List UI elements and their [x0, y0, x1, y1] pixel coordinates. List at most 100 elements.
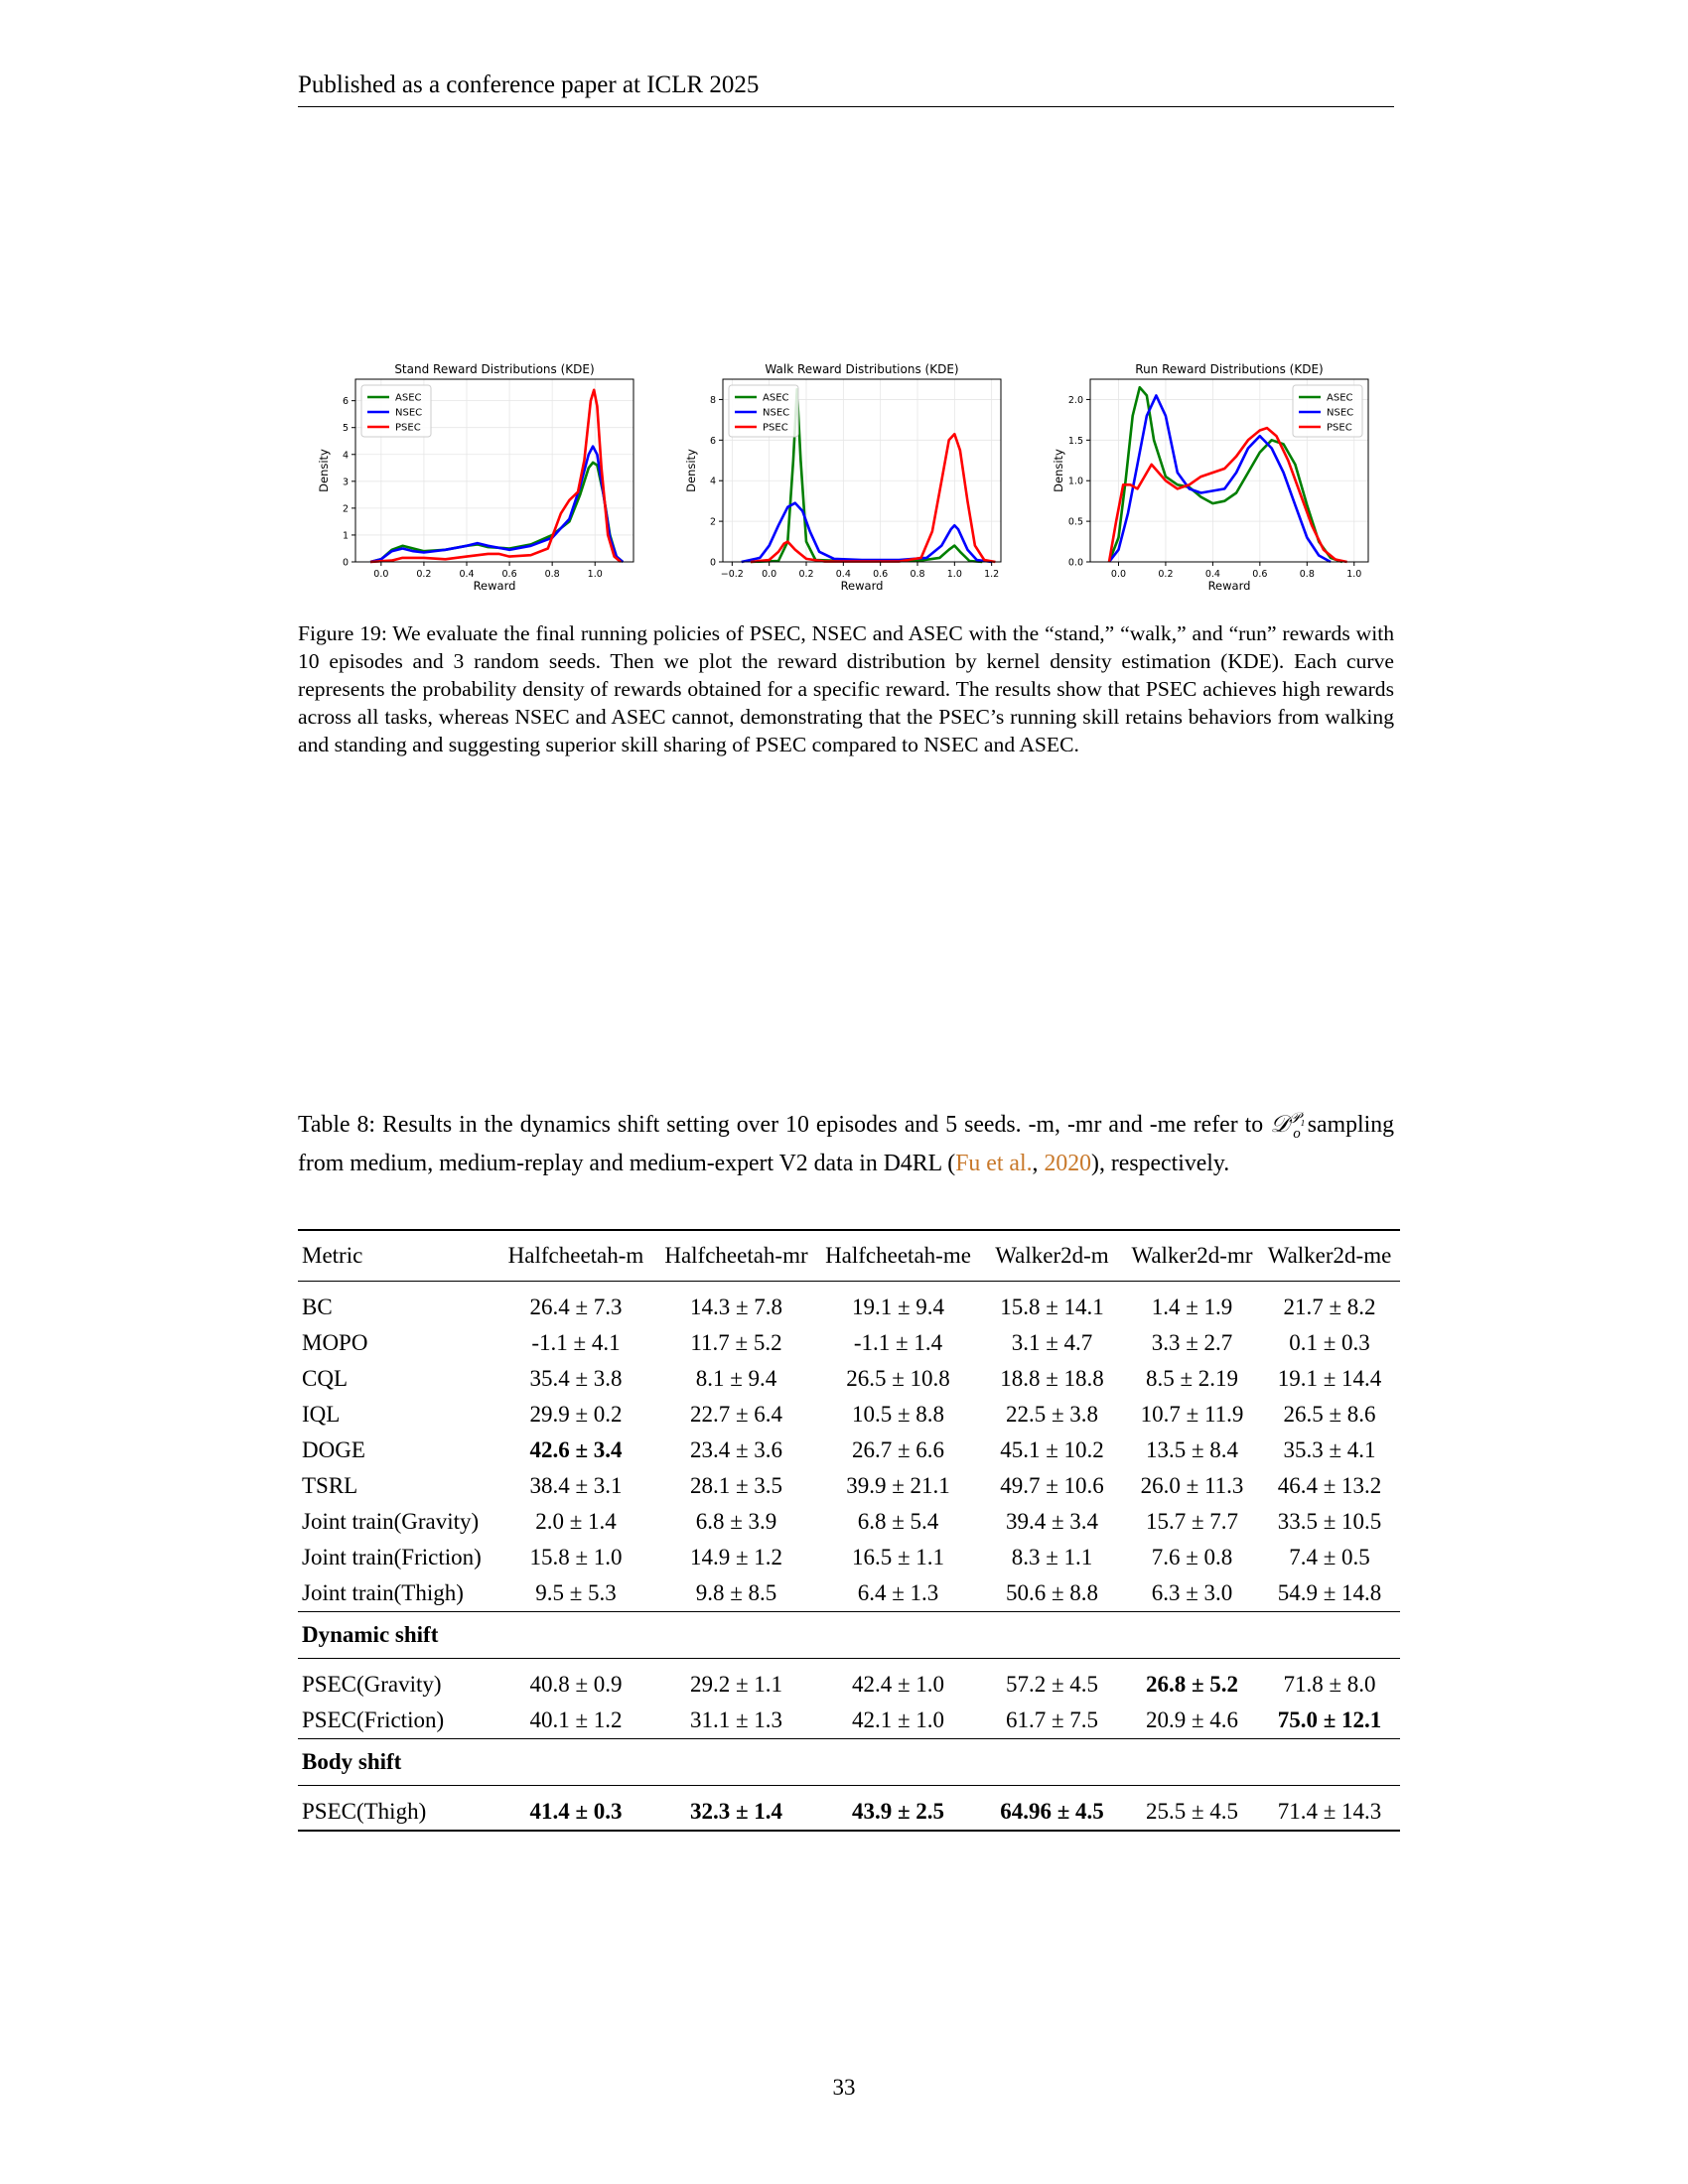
table-cell: 19.1 ± 14.4	[1277, 1366, 1382, 1391]
table-cell: 40.8 ± 0.9	[529, 1672, 623, 1697]
table-cell: 71.8 ± 8.0	[1283, 1672, 1376, 1697]
table-cell: 42.6 ± 3.4	[529, 1437, 623, 1462]
table-cell: 35.4 ± 3.8	[529, 1366, 623, 1391]
y-tick-label: 1.5	[1068, 436, 1083, 447]
table-cell: 8.1 ± 9.4	[695, 1366, 777, 1391]
section-title-dynamic-shift: Dynamic shift	[298, 1611, 1400, 1659]
table-cell: 26.4 ± 7.3	[529, 1295, 623, 1319]
table-cell: 75.0 ± 12.1	[1277, 1707, 1382, 1732]
gap-row	[298, 1659, 1400, 1668]
x-tick-label: 0.8	[1300, 569, 1315, 580]
table-cell: 57.2 ± 4.5	[1005, 1672, 1099, 1697]
x-tick-label: 0.6	[1252, 569, 1267, 580]
table-row: PSEC(Gravity) 40.8 ± 0.9 29.2 ± 1.1 42.4 ± …	[298, 1667, 1400, 1703]
x-tick-label: 0.6	[502, 569, 517, 580]
table-cell: 50.6 ± 8.8	[1005, 1580, 1099, 1605]
table-cell: 32.3 ± 1.4	[655, 1794, 817, 1832]
row-label: Joint train(Gravity)	[302, 1509, 480, 1534]
dataset-symbol: 𝒟𝒫₁o	[1270, 1111, 1306, 1142]
x-tick-label: 0.0	[762, 569, 776, 580]
y-tick-label: 6	[710, 436, 716, 447]
table-row: DOGE 42.6 ± 3.4 23.4 ± 3.6 26.7 ± 6.6 45.1 ±…	[298, 1433, 1400, 1468]
table-cell: 33.5 ± 10.5	[1277, 1509, 1382, 1534]
table-cell: 41.4 ± 0.3	[496, 1794, 655, 1832]
table-cell: 40.1 ± 1.2	[529, 1707, 623, 1732]
table-cell: 23.4 ± 3.6	[689, 1437, 783, 1462]
table-cell: 22.7 ± 6.4	[689, 1402, 783, 1427]
row-label: IQL	[302, 1402, 341, 1427]
x-tick-label: 0.2	[1158, 569, 1173, 580]
y-tick-label: 0.5	[1068, 517, 1083, 528]
x-tick-label: 0.8	[910, 569, 924, 580]
chart-title: Stand Reward Distributions (KDE)	[394, 362, 594, 376]
x-tick-label: 0.4	[459, 569, 474, 580]
table-cell: 8.5 ± 2.19	[1145, 1366, 1239, 1391]
table-row: Joint train(Gravity) 2.0 ± 1.4 6.8 ± 3.9 6.…	[298, 1504, 1400, 1540]
table-cell: 26.8 ± 5.2	[1145, 1672, 1239, 1697]
x-tick-label: 1.0	[947, 569, 962, 580]
series-line-asec	[1107, 385, 1343, 564]
y-tick-label: 8	[710, 395, 716, 406]
row-label: MOPO	[302, 1330, 368, 1355]
table-caption: Table 8: Results in the dynamics shift s…	[298, 1111, 1394, 1176]
table-row: PSEC(Friction) 40.1 ± 1.2 31.1 ± 1.3 42.1 ±…	[298, 1703, 1400, 1739]
y-tick-label: 5	[343, 423, 349, 434]
table-cell: 21.7 ± 8.2	[1283, 1295, 1376, 1319]
results-table: Metric Halfcheetah-m Halfcheetah-mr Halfche…	[298, 1229, 1400, 1832]
table-cell: 6.3 ± 3.0	[1151, 1580, 1233, 1605]
table-cell: 19.1 ± 9.4	[851, 1295, 945, 1319]
row-label: CQL	[302, 1366, 348, 1391]
table-cell: 42.4 ± 1.0	[851, 1672, 945, 1697]
table-row: Joint train(Thigh) 9.5 ± 5.3 9.8 ± 8.5 6.4 …	[298, 1575, 1400, 1612]
x-tick-label: 1.0	[1346, 569, 1361, 580]
table-cell: -1.1 ± 4.1	[531, 1330, 621, 1355]
table-cell: 71.4 ± 14.3	[1259, 1794, 1400, 1832]
row-label: PSEC(Gravity)	[302, 1672, 442, 1697]
table-cell: 7.6 ± 0.8	[1151, 1545, 1233, 1570]
row-label: PSEC(Thigh)	[298, 1794, 496, 1832]
legend-label: NSEC	[1327, 408, 1353, 419]
table-cell: 26.7 ± 6.6	[851, 1437, 945, 1462]
x-tick-label: 0.2	[416, 569, 431, 580]
table-cell: 10.7 ± 11.9	[1140, 1402, 1244, 1427]
table-cell: 54.9 ± 14.8	[1277, 1580, 1382, 1605]
table-cell: 3.3 ± 2.7	[1151, 1330, 1233, 1355]
y-tick-label: 2	[343, 503, 349, 514]
table-cell: 61.7 ± 7.5	[1005, 1707, 1099, 1732]
table-cell: 8.3 ± 1.1	[1011, 1545, 1093, 1570]
column-header: Halfcheetah-m	[496, 1231, 655, 1282]
table-cell: 29.9 ± 0.2	[529, 1402, 623, 1427]
table-row: MOPO -1.1 ± 4.1 11.7 ± 5.2 -1.1 ± 1.4 3.1 ± …	[298, 1325, 1400, 1361]
table-cell: 18.8 ± 18.8	[1000, 1366, 1104, 1391]
y-tick-label: 2.0	[1068, 395, 1083, 406]
column-header: Walker2d-mr	[1125, 1231, 1259, 1282]
citation-link-author[interactable]: Fu et al.	[955, 1150, 1033, 1176]
x-tick-label: 1.2	[984, 569, 999, 580]
table-cell: 25.5 ± 4.5	[1125, 1794, 1259, 1832]
citation-link-year[interactable]: 2020	[1044, 1150, 1092, 1176]
chart-title: Run Reward Distributions (KDE)	[1135, 362, 1323, 376]
table-row: PSEC(Thigh) 41.4 ± 0.3 32.3 ± 1.4 43.9 ± 2.…	[298, 1794, 1400, 1832]
table-cell: -1.1 ± 1.4	[853, 1330, 943, 1355]
table-cell: 20.9 ± 4.6	[1145, 1707, 1239, 1732]
legend-label: NSEC	[395, 408, 422, 419]
column-header: Walker2d-me	[1259, 1231, 1400, 1282]
figure-caption: Figure 19: We evaluate the final running…	[298, 621, 1394, 756]
table-row: BC 26.4 ± 7.3 14.3 ± 7.8 19.1 ± 9.4 15.8 ± 1…	[298, 1290, 1400, 1325]
section-header-row: Dynamic shift	[298, 1611, 1400, 1659]
table-cell: 16.5 ± 1.1	[851, 1545, 945, 1570]
chart-title: Walk Reward Distributions (KDE)	[765, 362, 958, 376]
column-header: Walker2d-m	[979, 1231, 1125, 1282]
x-axis-label: Reward	[474, 579, 516, 593]
row-label: DOGE	[302, 1437, 365, 1462]
y-tick-label: 1	[343, 530, 349, 541]
series-line-nsec	[741, 501, 992, 564]
y-axis-label: Density	[1052, 449, 1065, 492]
running-header: Published as a conference paper at ICLR …	[298, 71, 760, 98]
section-header-row: Body shift	[298, 1738, 1400, 1786]
series-line-psec	[370, 388, 622, 564]
table-cell: 11.7 ± 5.2	[690, 1330, 782, 1355]
y-tick-label: 3	[343, 477, 349, 487]
column-header: Halfcheetah-me	[817, 1231, 979, 1282]
table-cell: 0.1 ± 0.3	[1289, 1330, 1370, 1355]
